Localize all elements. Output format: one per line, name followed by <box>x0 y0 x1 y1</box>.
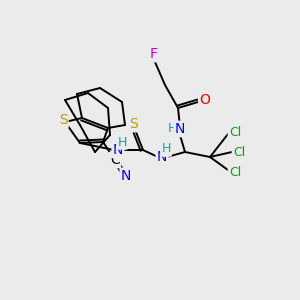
Text: C: C <box>110 153 120 167</box>
Text: S: S <box>130 117 138 131</box>
Text: F: F <box>150 47 158 61</box>
Text: N: N <box>113 143 123 157</box>
Text: O: O <box>200 93 210 107</box>
Text: S: S <box>58 113 68 127</box>
Text: Cl: Cl <box>233 146 245 158</box>
Text: H: H <box>117 136 127 148</box>
Text: N: N <box>175 122 185 136</box>
Text: N: N <box>157 150 167 164</box>
Text: Cl: Cl <box>229 125 241 139</box>
Text: H: H <box>161 142 171 155</box>
Text: Cl: Cl <box>229 166 241 178</box>
Text: H: H <box>167 122 177 136</box>
Text: N: N <box>121 169 131 183</box>
